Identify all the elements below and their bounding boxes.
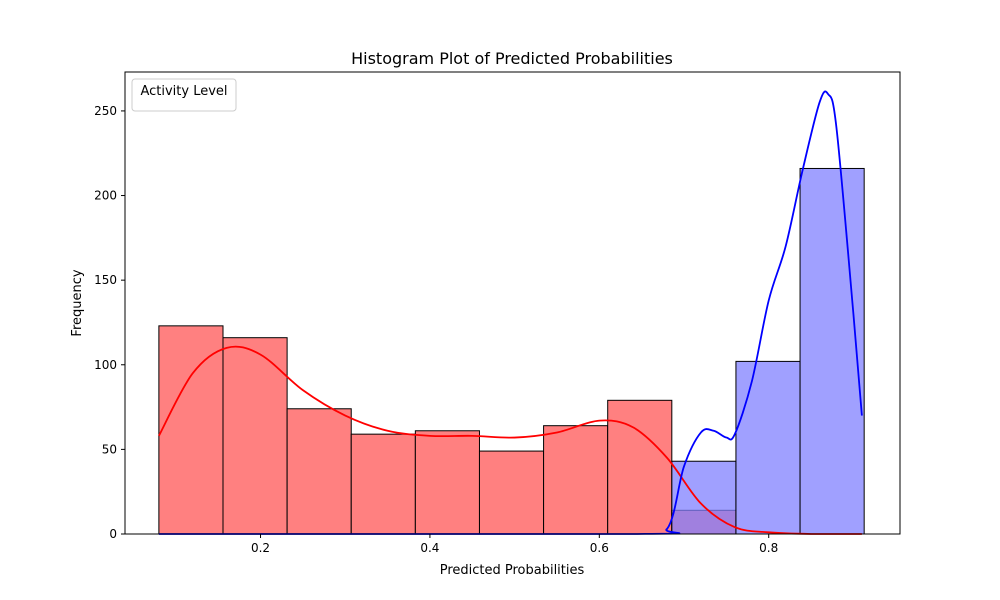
y-axis-label: Frequency (70, 269, 85, 336)
chart-title: Histogram Plot of Predicted Probabilitie… (351, 49, 673, 68)
histogram-bar (222, 337, 288, 535)
x-axis: 0.2 0.4 0.6 0.8 (251, 534, 778, 555)
x-tick-label: 0.4 (420, 541, 439, 555)
x-tick-label: 0.6 (590, 541, 609, 555)
histogram-bar (799, 167, 865, 535)
histogram-bar (478, 450, 545, 535)
kde-curve (158, 345, 862, 535)
legend-box (131, 78, 237, 112)
histogram-bar (607, 399, 673, 535)
x-tick-label: 0.8 (759, 541, 778, 555)
histogram-bar (414, 430, 480, 535)
histogram-bar (735, 360, 801, 535)
plot-frame (124, 71, 901, 535)
y-tick-label: 200 (94, 189, 117, 203)
histogram-bar (286, 408, 352, 535)
kde-layer (158, 90, 863, 535)
y-tick-label: 250 (94, 104, 117, 118)
y-tick-label: 150 (94, 273, 117, 287)
histogram-bar (543, 425, 609, 535)
legend-title: Activity Level (140, 84, 227, 99)
x-tick-label: 0.2 (251, 541, 270, 555)
y-tick-label: 0 (109, 527, 117, 541)
histogram-bar (350, 433, 416, 535)
histogram-bar (158, 325, 224, 535)
x-axis-label: Predicted Probabilities (440, 563, 585, 578)
kde-curve (158, 90, 863, 535)
y-axis: 0 50 100 150 200 250 (94, 104, 125, 541)
legend: Activity Level (131, 78, 237, 112)
y-tick-label: 50 (102, 442, 117, 456)
y-tick-label: 100 (94, 358, 117, 372)
